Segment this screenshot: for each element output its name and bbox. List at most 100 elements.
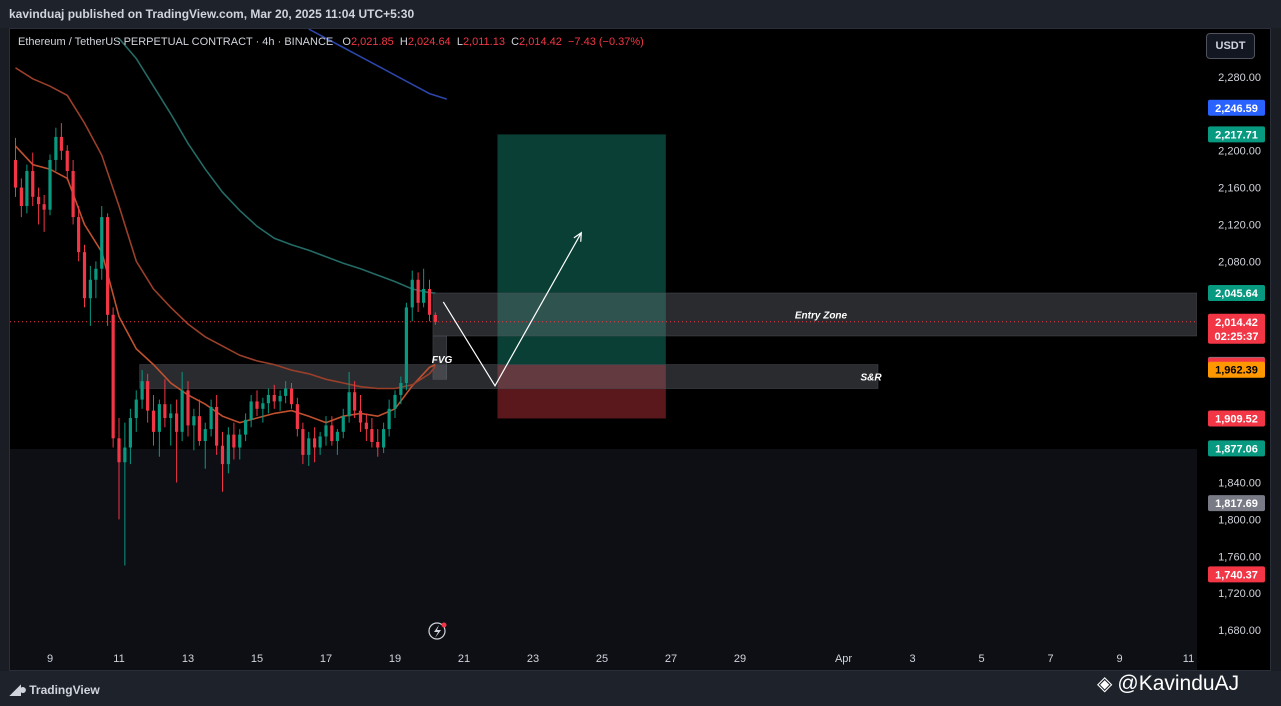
candle-body (295, 404, 299, 430)
candle-body (100, 217, 104, 269)
candle-body (54, 136, 58, 160)
candle-body (370, 429, 374, 442)
candle (382, 422, 386, 454)
candle (209, 399, 213, 437)
candle (203, 422, 207, 469)
candle (134, 390, 138, 432)
candle (387, 399, 391, 437)
candle (71, 159, 75, 225)
open-label: O (342, 36, 351, 48)
date-tick-label: 25 (596, 653, 608, 665)
candle (82, 244, 87, 308)
price-badge-label: 1,877.06 (1215, 443, 1258, 455)
candle-body (180, 390, 184, 432)
candle (146, 373, 150, 423)
candle (157, 399, 161, 457)
candle-body (249, 401, 253, 420)
candle-body (106, 217, 110, 315)
candle-body (232, 434, 236, 448)
price-badge-countdown: 02:25:37 (1214, 331, 1258, 343)
candle-body (25, 171, 29, 207)
candle (255, 390, 259, 417)
date-tick-label: 7 (1047, 653, 1053, 665)
candle-body (341, 416, 345, 432)
candle (215, 394, 219, 455)
date-tick-label: 11 (113, 653, 124, 665)
candle-body (347, 392, 351, 417)
candle-body (37, 196, 41, 205)
tradingview-logo[interactable]: ◢● TradingView (10, 681, 100, 698)
binance-square-icon: ◈ (1097, 673, 1113, 695)
currency-button[interactable]: USDT (1206, 33, 1255, 59)
candle (106, 213, 110, 326)
candle-body (65, 150, 69, 172)
candle-body (358, 410, 363, 423)
candle (249, 394, 253, 428)
price-tick-label: 1,680.00 (1218, 625, 1261, 637)
candle (163, 379, 167, 428)
projection-arrow-head (573, 231, 582, 242)
candle-body (324, 425, 328, 437)
candle (284, 381, 288, 404)
candle (37, 187, 41, 225)
price-badge-label: 1,962.39 (1215, 365, 1258, 377)
plot-background-lower (10, 449, 1270, 670)
price-badge-label: 1,817.69 (1215, 498, 1258, 510)
candle-body (117, 438, 121, 463)
candle-body (42, 204, 46, 210)
price-badge: 2,014.42 02:25:37 (1208, 313, 1265, 344)
candle-body (393, 394, 397, 409)
chart-area[interactable]: Entry Zone FVG S&R 2,280.00 2,200.00 2,160.00… (9, 28, 1271, 671)
publish-text: kavinduaj published on TradingView.com, … (9, 7, 415, 21)
candle (100, 206, 104, 280)
candle-body (146, 381, 150, 411)
price-badge: 2,045.64 (1208, 285, 1265, 302)
candle-body (376, 441, 380, 448)
symbol-text[interactable]: Ethereum / TetherUS PERPETUAL CONTRACT ·… (18, 36, 334, 48)
candle (192, 408, 196, 451)
candle-body (330, 425, 334, 442)
candle (324, 416, 328, 446)
price-tick-label: 1,760.00 (1218, 551, 1261, 563)
candle (232, 422, 236, 460)
price-tick-label: 1,840.00 (1218, 478, 1261, 490)
candle-body (48, 159, 52, 210)
date-tick-label: 23 (527, 653, 539, 665)
candle-body (433, 314, 437, 322)
lightning-icon-ring (428, 622, 446, 640)
symbol-legend: Ethereum / TetherUS PERPETUAL CONTRACT ·… (18, 36, 644, 48)
price-badge: 1,817.69 (1208, 495, 1265, 512)
candle (128, 408, 132, 465)
date-tick-label: 15 (251, 653, 263, 665)
candle-body (318, 436, 322, 448)
tradingview-logo-text: TradingView (29, 682, 100, 697)
candle-body (353, 392, 357, 411)
projection-path (442, 232, 582, 387)
candle-body (387, 408, 391, 430)
price-badge-bg (1208, 313, 1265, 344)
price-badge: 1,877.06 (1208, 440, 1265, 457)
candle-body (226, 434, 230, 465)
candle (25, 164, 29, 214)
candle-body (77, 217, 81, 253)
candle-body (94, 268, 98, 280)
price-tick-label: 2,160.00 (1218, 183, 1261, 195)
candle-body (197, 416, 201, 442)
ma-blue (308, 29, 448, 100)
lightning-icon-dot (441, 622, 447, 628)
candle-body (192, 416, 196, 426)
candle (140, 370, 144, 409)
candle-body (422, 288, 426, 303)
candle-body (404, 307, 408, 383)
candle (393, 390, 397, 419)
candle (278, 390, 282, 411)
candle (65, 145, 69, 181)
entry-zone-label: Entry Zone (795, 310, 848, 321)
candle-body (427, 288, 432, 315)
price-badge: 1,962.39 (1208, 361, 1265, 378)
ma-fast (14, 145, 436, 424)
sr-label: S&R (860, 373, 882, 384)
date-tick-label: 19 (389, 653, 401, 665)
chart-svg[interactable]: Entry Zone FVG S&R 2,280.00 2,200.00 2,160.00… (10, 29, 1271, 671)
candle (370, 418, 374, 448)
